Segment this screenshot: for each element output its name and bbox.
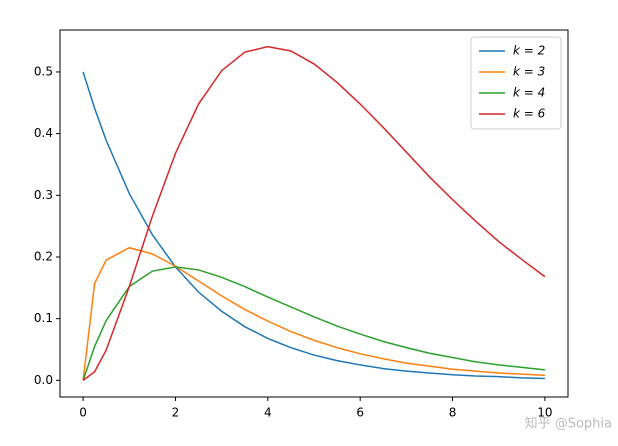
x-tick-label: 0 <box>79 406 87 420</box>
legend-box <box>470 36 562 130</box>
legend-label: k = 4 <box>513 86 545 100</box>
line <box>82 246 545 381</box>
y-tick-label: 0.2 <box>34 249 53 263</box>
y-tick-label: 0.3 <box>34 188 53 202</box>
y-tick-label: 0.0 <box>34 373 53 387</box>
x-tick-label: 2 <box>172 406 180 420</box>
legend-label: k = 6 <box>513 107 546 121</box>
watermark: 知乎 @Sophia <box>525 416 612 432</box>
line <box>82 71 545 380</box>
y-tick-label: 0.1 <box>34 311 53 325</box>
legend-label: k = 3 <box>513 65 545 79</box>
plot-frame <box>59 29 569 398</box>
line <box>82 266 545 381</box>
legend-label: k = 2 <box>513 44 545 58</box>
x-tick-label: 8 <box>449 406 457 420</box>
y-tick-label: 0.5 <box>34 64 53 78</box>
y-tick-label: 0.4 <box>34 126 53 140</box>
x-tick-label: 6 <box>356 406 364 420</box>
x-tick-label: 4 <box>264 406 272 420</box>
x-tick-label: 10 <box>537 406 552 420</box>
line <box>82 45 546 381</box>
